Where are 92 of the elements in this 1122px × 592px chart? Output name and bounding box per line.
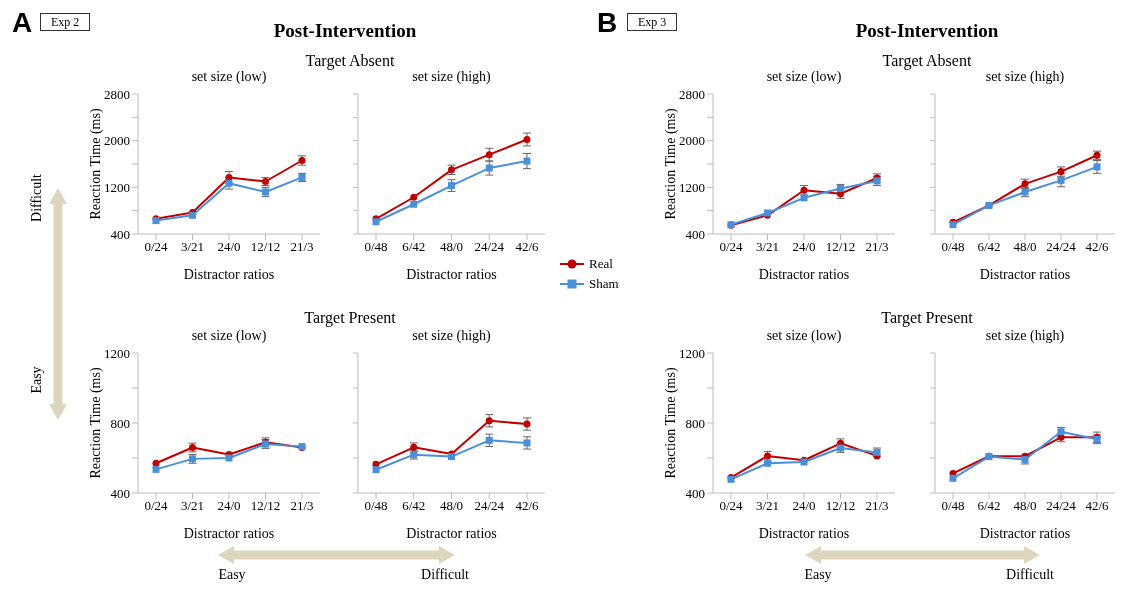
y-axis-title: Reaction Time (ms) (87, 108, 104, 220)
y-tick-label: 2800 (104, 86, 130, 102)
chart-title: set size (low) (765, 69, 843, 85)
x-axis-title: Distractor ratios (406, 526, 497, 541)
x-tick-label: 24/24 (474, 239, 505, 255)
x-tick-label: 21/3 (865, 498, 889, 514)
text: Exp 3 (627, 13, 678, 31)
y-axis-title: Reaction Time (ms) (662, 108, 679, 220)
x-tick-label: 6/42 (402, 498, 426, 514)
x-tick-label: 48/0 (439, 239, 464, 255)
y-tick-label: 1200 (679, 345, 705, 361)
y-tick-label: 400 (685, 226, 705, 242)
x-tick-label: 0/24 (144, 239, 169, 255)
x-tick-label: 42/6 (515, 498, 540, 514)
x-tick-label: 12/12 (825, 498, 856, 514)
x-tick-label: 42/6 (515, 239, 540, 255)
x-tick-label: 3/21 (755, 239, 780, 255)
y-tick-label: 1200 (679, 179, 705, 195)
text: Easy (804, 567, 832, 583)
text: Easy (218, 567, 246, 583)
x-tick-label: 0/48 (941, 498, 965, 514)
x-tick-label: 24/0 (217, 498, 241, 514)
x-tick-label: 0/24 (719, 498, 744, 514)
x-tick-label: 48/0 (1013, 239, 1037, 255)
y-tick-label: 2000 (679, 133, 705, 149)
x-axis-title: Distractor ratios (183, 526, 275, 541)
text: Post-Intervention (855, 20, 999, 42)
x-axis-title: Distractor ratios (758, 267, 850, 282)
text: B (597, 7, 618, 38)
text: Exp 2 (40, 13, 91, 31)
x-tick-label: 3/21 (180, 498, 205, 514)
chart-title: set size (low) (190, 69, 268, 85)
x-tick-label: 42/6 (1085, 498, 1110, 514)
y-axis-title: Reaction Time (ms) (87, 367, 104, 479)
x-axis-title: Distractor ratios (758, 526, 850, 541)
x-tick-label: 42/6 (1085, 239, 1110, 255)
chart-title: set size (high) (984, 328, 1066, 344)
x-tick-label: 3/21 (755, 498, 780, 514)
text: Target Present (881, 309, 973, 327)
legend-label: Real (589, 256, 613, 272)
chart-title: set size (high) (411, 328, 492, 344)
x-tick-label: 3/21 (180, 239, 205, 255)
x-tick-label: 0/48 (941, 239, 965, 255)
x-tick-label: 21/3 (290, 498, 314, 514)
x-tick-label: 0/24 (719, 239, 744, 255)
x-tick-label: 24/0 (217, 239, 241, 255)
y-axis-title: Reaction Time (ms) (662, 367, 679, 479)
x-tick-label: 24/0 (792, 239, 816, 255)
text: Difficult (1006, 567, 1054, 583)
y-tick-label: 400 (110, 226, 130, 242)
text: Target Absent (882, 52, 972, 70)
x-tick-label: 12/12 (825, 239, 856, 255)
x-tick-label: 0/24 (144, 498, 169, 514)
x-axis-title: Distractor ratios (406, 267, 497, 282)
text: Difficult (421, 567, 469, 583)
x-tick-label: 6/42 (977, 498, 1001, 514)
text: Easy (29, 366, 45, 394)
y-tick-label: 800 (685, 415, 705, 431)
y-tick-label: 800 (110, 415, 130, 431)
x-tick-label: 21/3 (290, 239, 314, 255)
text: A (12, 7, 33, 38)
x-tick-label: 0/48 (364, 498, 388, 514)
text: Post-Intervention (273, 20, 417, 42)
x-tick-label: 6/42 (977, 239, 1001, 255)
x-tick-label: 24/24 (1046, 239, 1077, 255)
chart-title: set size (low) (190, 328, 268, 344)
x-tick-label: 24/24 (474, 498, 505, 514)
text: Difficult (29, 174, 45, 222)
text: Target Absent (305, 52, 395, 70)
x-tick-label: 48/0 (439, 498, 464, 514)
y-tick-label: 2800 (679, 86, 705, 102)
x-tick-label: 12/12 (250, 498, 281, 514)
x-tick-label: 21/3 (865, 239, 889, 255)
y-tick-label: 1200 (104, 345, 130, 361)
y-tick-label: 400 (110, 485, 130, 501)
x-axis-title: Distractor ratios (979, 526, 1071, 541)
x-tick-label: 24/24 (1046, 498, 1077, 514)
chart-title: set size (high) (411, 69, 492, 85)
y-tick-label: 1200 (104, 179, 130, 195)
x-tick-label: 24/0 (792, 498, 816, 514)
x-tick-label: 0/48 (364, 239, 388, 255)
text: Target Present (304, 309, 396, 327)
x-tick-label: 6/42 (402, 239, 426, 255)
y-tick-label: 2000 (104, 133, 130, 149)
legend-label: Sham (589, 276, 619, 292)
chart-title: set size (high) (984, 69, 1066, 85)
x-tick-label: 12/12 (250, 239, 281, 255)
y-tick-label: 400 (685, 485, 705, 501)
x-axis-title: Distractor ratios (183, 267, 275, 282)
x-axis-title: Distractor ratios (979, 267, 1071, 282)
chart-title: set size (low) (765, 328, 843, 344)
x-tick-label: 48/0 (1013, 498, 1037, 514)
